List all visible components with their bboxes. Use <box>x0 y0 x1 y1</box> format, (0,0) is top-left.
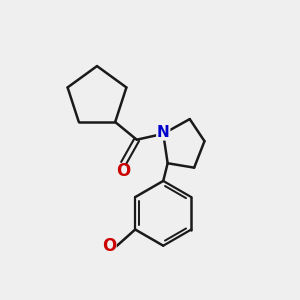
Text: O: O <box>116 163 130 181</box>
Text: O: O <box>102 237 116 255</box>
Text: N: N <box>157 125 169 140</box>
